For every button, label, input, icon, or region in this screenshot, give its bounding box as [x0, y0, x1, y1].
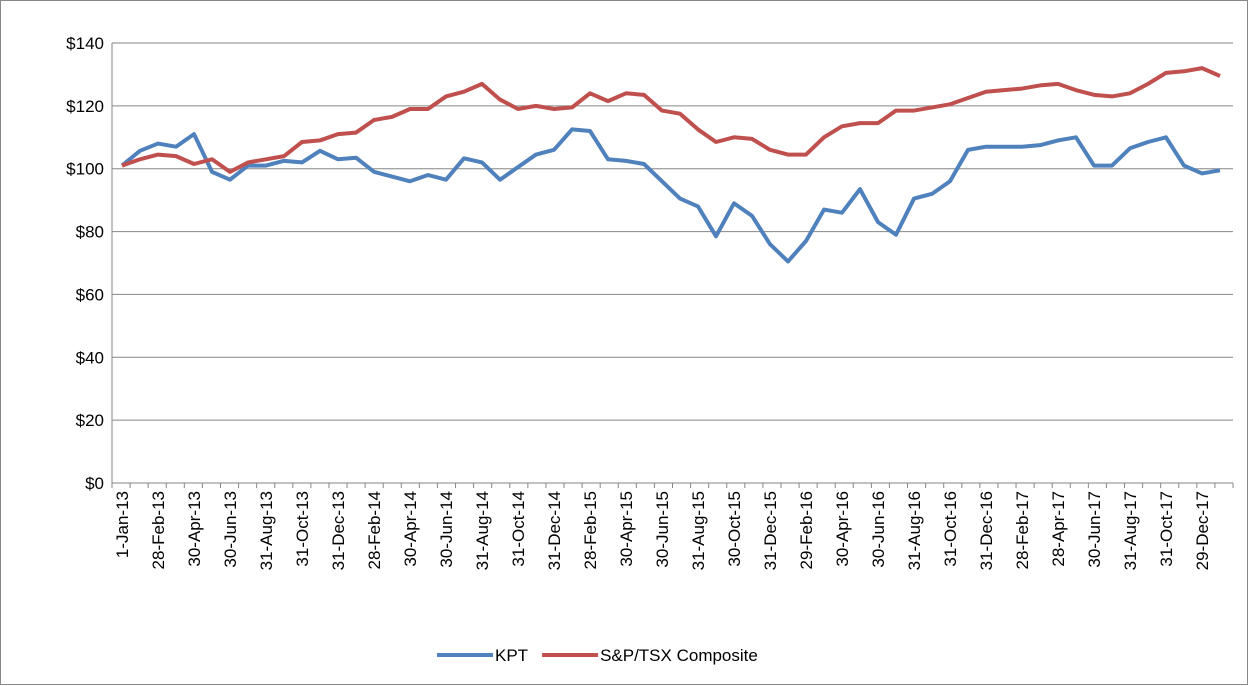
x-tick-label: 31-Dec-14	[545, 491, 564, 570]
x-tick-label: 29-Feb-16	[797, 491, 816, 569]
y-tick-label: $0	[85, 474, 104, 493]
x-tick-label: 28-Feb-17	[1013, 491, 1032, 569]
legend-label: KPT	[495, 646, 528, 665]
x-tick-label: 31-Oct-13	[293, 491, 312, 567]
x-tick-label: 1-Jan-13	[113, 491, 132, 558]
x-tick-label: 31-Dec-16	[977, 491, 996, 570]
x-tick-label: 31-Aug-13	[257, 491, 276, 570]
y-tick-label: $80	[76, 223, 104, 242]
x-tick-label: 31-Aug-17	[1121, 491, 1140, 570]
y-tick-label: $100	[66, 160, 104, 179]
x-tick-label: 30-Jun-16	[869, 491, 888, 568]
x-tick-label: 30-Jun-17	[1085, 491, 1104, 568]
y-tick-label: $40	[76, 348, 104, 367]
x-tick-label: 31-Oct-14	[509, 491, 528, 567]
y-tick-label: $120	[66, 97, 104, 116]
series-line	[120, 127, 1221, 264]
x-tick-label: 31-Dec-13	[329, 491, 348, 570]
x-tick-label: 28-Apr-17	[1049, 491, 1068, 567]
x-tick-label: 31-Aug-16	[905, 491, 924, 570]
x-tick-label: 30-Jun-14	[437, 491, 456, 568]
x-tick-label: 30-Apr-14	[401, 491, 420, 567]
x-tick-label: 30-Apr-16	[833, 491, 852, 567]
legend-label: S&P/TSX Composite	[600, 646, 758, 665]
x-tick-label: 28-Feb-14	[365, 491, 384, 569]
series-line	[121, 66, 1221, 174]
x-tick-label: 30-Jun-13	[221, 491, 240, 568]
x-tick-label: 31-Aug-14	[473, 491, 492, 570]
x-tick-label: 31-Oct-17	[1157, 491, 1176, 567]
y-tick-label: $60	[76, 285, 104, 304]
x-tick-label: 30-Jun-15	[653, 491, 672, 568]
x-tick-label: 31-Dec-15	[761, 491, 780, 570]
x-tick-label: 29-Dec-17	[1193, 491, 1212, 570]
x-tick-label: 30-Oct-15	[725, 491, 744, 567]
y-tick-label: $20	[76, 411, 104, 430]
x-tick-label: 28-Feb-15	[581, 491, 600, 569]
y-tick-label: $140	[66, 34, 104, 53]
x-tick-label: 30-Apr-15	[617, 491, 636, 567]
x-tick-label: 31-Aug-15	[689, 491, 708, 570]
x-tick-label: 30-Apr-13	[185, 491, 204, 567]
x-tick-label: 31-Oct-16	[941, 491, 960, 567]
x-tick-label: 28-Feb-13	[149, 491, 168, 569]
